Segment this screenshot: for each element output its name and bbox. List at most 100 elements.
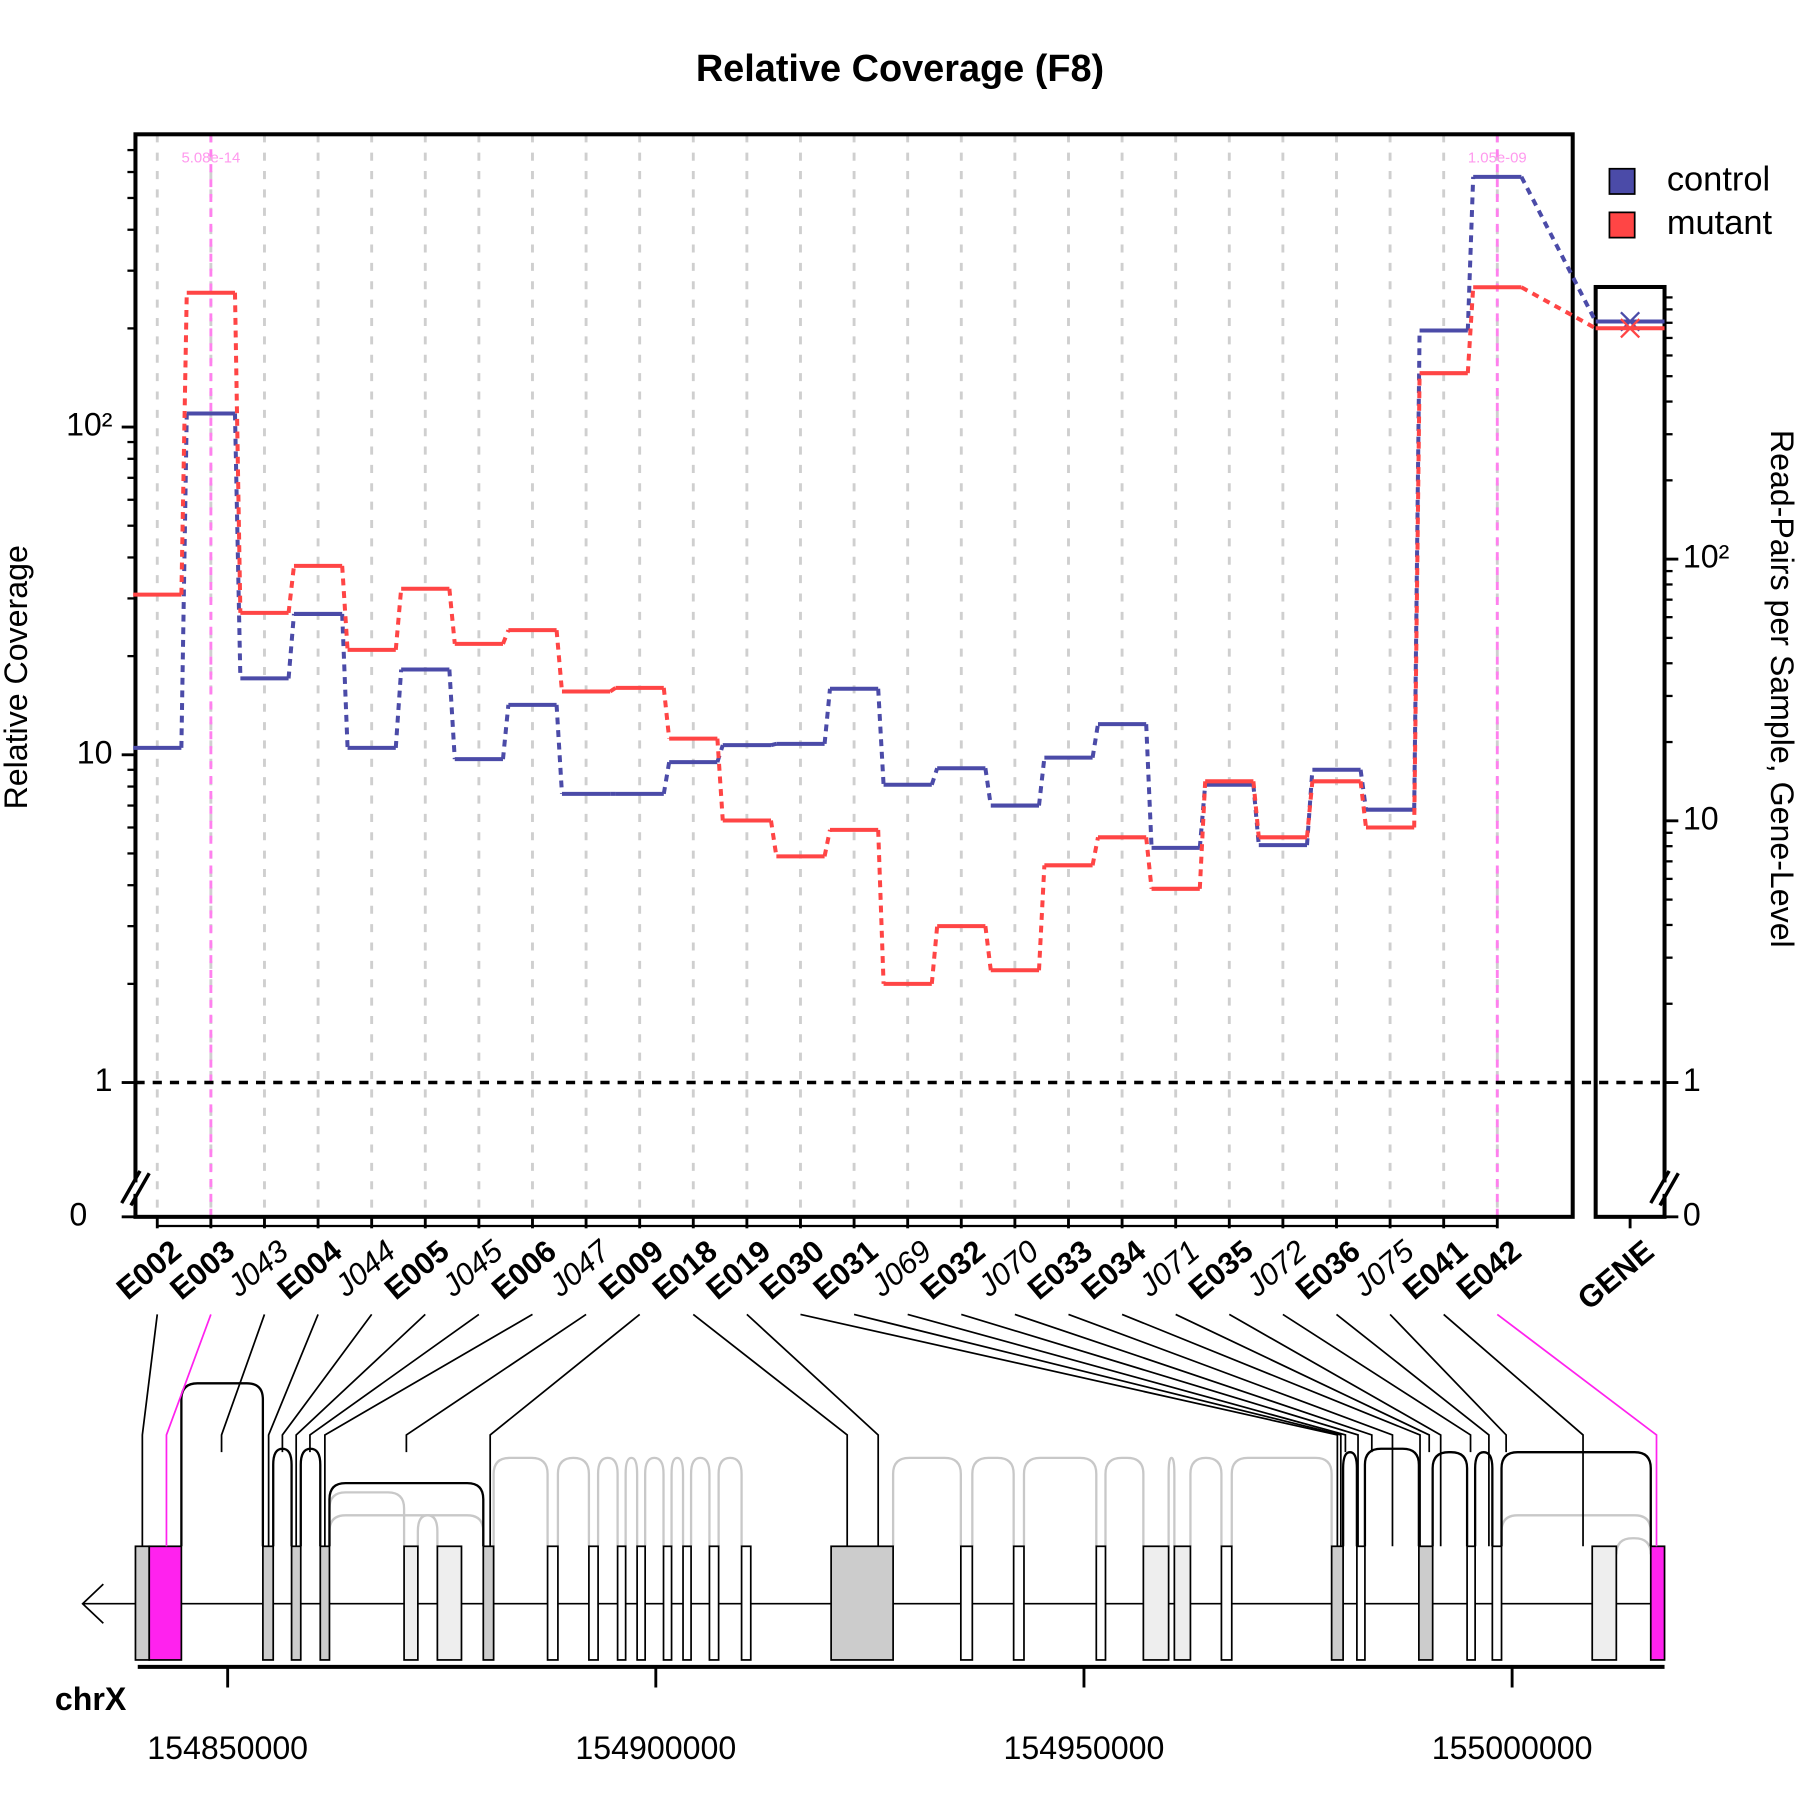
- junction-arc: [717, 1456, 743, 1547]
- feature-connector: [295, 1313, 426, 1547]
- connector: [983, 767, 993, 806]
- genome-tick-label: 154950000: [1004, 1730, 1165, 1766]
- connector: [715, 738, 725, 821]
- y-tick-label: 0: [69, 1196, 87, 1232]
- y2-tick-label: 0: [1683, 1196, 1701, 1232]
- connector: [286, 613, 296, 679]
- connector: [554, 704, 564, 794]
- connector: [609, 686, 617, 694]
- exon: [1491, 1545, 1503, 1661]
- feature-connector: [267, 1314, 319, 1547]
- connector: [393, 588, 404, 651]
- exon: [319, 1545, 331, 1661]
- connector: [929, 925, 940, 985]
- connector: [1465, 287, 1476, 374]
- connector: [1465, 176, 1476, 331]
- exon: [1591, 1545, 1618, 1661]
- connector: [715, 744, 725, 763]
- connector: [500, 704, 511, 760]
- junction-arc: [670, 1456, 685, 1547]
- annotation: 5.08e-14: [181, 149, 240, 166]
- connector: [232, 292, 243, 613]
- axis-break: [129, 1172, 151, 1207]
- feature-connector: [853, 1313, 1342, 1547]
- connector: [501, 629, 511, 645]
- connector: [1519, 175, 1598, 323]
- connector: [770, 741, 777, 748]
- connector: [1144, 724, 1154, 848]
- feature-connector: [141, 1314, 159, 1547]
- feature-connector: [324, 1313, 533, 1547]
- exon: [148, 1545, 183, 1661]
- feature-connector: [1228, 1313, 1442, 1547]
- connector: [661, 761, 672, 795]
- y2-tick-label: 10: [1683, 800, 1719, 836]
- feature-connector: [907, 1313, 1347, 1453]
- junction-arc: [891, 1456, 962, 1547]
- junction-arc: [1189, 1456, 1223, 1547]
- y-axis-label: Relative Coverage: [0, 545, 34, 809]
- connector: [554, 630, 564, 692]
- connector: [1036, 757, 1047, 806]
- exon: [1356, 1545, 1366, 1661]
- feature-connector: [1443, 1313, 1584, 1547]
- y-tick-label: 10: [77, 734, 113, 770]
- junction-arc: [1230, 1456, 1333, 1547]
- y2-axis-label: Read-Pairs per Sample, Gene-Level: [1764, 430, 1800, 948]
- axis-break: [120, 1170, 142, 1204]
- connector: [1251, 781, 1261, 838]
- exon: [134, 1545, 151, 1661]
- junction-arc: [328, 1482, 485, 1547]
- feature-connector: [1175, 1313, 1431, 1453]
- feature-connector: [1496, 1313, 1658, 1547]
- connector: [340, 565, 350, 650]
- chrom-label: chrX: [55, 1681, 127, 1717]
- exon: [1466, 1545, 1476, 1661]
- junction-arc: [1341, 1451, 1359, 1547]
- exon: [436, 1545, 463, 1661]
- connector: [1251, 784, 1261, 846]
- connector: [1520, 285, 1597, 331]
- marker-stroke: [1620, 318, 1641, 339]
- connector: [661, 687, 672, 739]
- exon: [1173, 1545, 1192, 1661]
- connector: [876, 688, 886, 785]
- exon: [262, 1545, 275, 1661]
- junction-arc: [1500, 1451, 1652, 1547]
- exon: [482, 1545, 495, 1661]
- annotation: 1.05e-09: [1468, 149, 1527, 166]
- axis-break: [1649, 1170, 1671, 1204]
- exon: [1012, 1545, 1025, 1661]
- exon: [1095, 1545, 1107, 1661]
- connector: [179, 413, 189, 748]
- connector: [286, 565, 296, 614]
- connector: [1412, 330, 1422, 810]
- exon: [588, 1545, 599, 1661]
- feature-connector: [1282, 1313, 1472, 1453]
- legend-swatch: [1608, 167, 1636, 195]
- connector: [1358, 769, 1368, 810]
- feature-connector: [692, 1313, 849, 1547]
- connector: [393, 669, 404, 748]
- junction-arc: [556, 1456, 591, 1547]
- exon: [1142, 1545, 1170, 1661]
- genome-tick-label: 155000000: [1432, 1730, 1593, 1766]
- feature-connector: [1068, 1313, 1394, 1547]
- feature-connector: [405, 1313, 587, 1453]
- exon: [740, 1545, 752, 1661]
- strand-arrow: [81, 1583, 104, 1624]
- exon: [682, 1545, 692, 1661]
- exon: [1649, 1545, 1666, 1661]
- feature-connector: [489, 1313, 641, 1547]
- junction-arc: [624, 1456, 639, 1547]
- connector: [1304, 781, 1315, 838]
- feature-connector: [961, 1313, 1359, 1547]
- feature-connector: [220, 1314, 266, 1453]
- connector: [822, 688, 832, 745]
- exon: [959, 1545, 974, 1661]
- connector: [447, 669, 457, 760]
- junction-arc: [689, 1456, 711, 1547]
- chart-title: Relative Coverage (F8): [696, 48, 1104, 90]
- exon: [1418, 1545, 1434, 1661]
